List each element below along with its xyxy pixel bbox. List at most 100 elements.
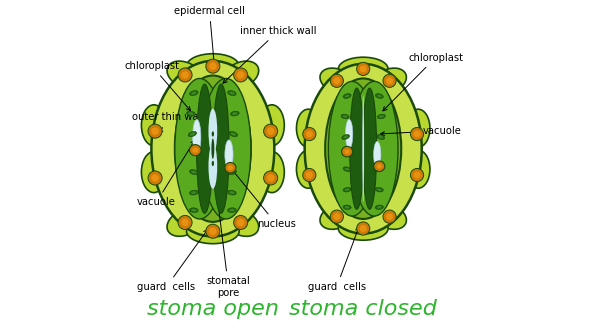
- Ellipse shape: [259, 105, 284, 146]
- Text: nucleus: nucleus: [232, 170, 296, 229]
- Ellipse shape: [233, 215, 248, 229]
- Ellipse shape: [377, 206, 382, 208]
- Ellipse shape: [346, 120, 353, 149]
- Ellipse shape: [190, 91, 198, 96]
- Ellipse shape: [191, 92, 196, 95]
- Ellipse shape: [303, 128, 316, 141]
- Ellipse shape: [191, 209, 196, 211]
- Ellipse shape: [148, 124, 162, 138]
- Ellipse shape: [373, 68, 406, 94]
- Ellipse shape: [373, 204, 406, 229]
- Ellipse shape: [338, 57, 388, 80]
- Ellipse shape: [407, 109, 430, 147]
- Text: stoma closed: stoma closed: [289, 299, 437, 319]
- Ellipse shape: [197, 84, 213, 213]
- Ellipse shape: [303, 168, 316, 182]
- Ellipse shape: [345, 95, 349, 97]
- Ellipse shape: [175, 78, 224, 219]
- Ellipse shape: [334, 213, 340, 220]
- Ellipse shape: [181, 71, 189, 79]
- Ellipse shape: [190, 208, 198, 212]
- Ellipse shape: [267, 174, 274, 182]
- Ellipse shape: [320, 68, 354, 94]
- Ellipse shape: [410, 168, 424, 182]
- Ellipse shape: [410, 128, 424, 141]
- Ellipse shape: [167, 209, 203, 236]
- Ellipse shape: [330, 74, 343, 88]
- Ellipse shape: [342, 135, 350, 140]
- Text: epidermal cell: epidermal cell: [174, 6, 245, 64]
- Ellipse shape: [362, 88, 377, 209]
- Ellipse shape: [178, 68, 192, 82]
- Ellipse shape: [343, 205, 351, 209]
- Ellipse shape: [259, 152, 284, 193]
- Ellipse shape: [374, 141, 381, 168]
- Ellipse shape: [341, 146, 353, 157]
- Ellipse shape: [334, 77, 340, 84]
- Ellipse shape: [296, 150, 320, 188]
- Ellipse shape: [213, 84, 229, 213]
- Ellipse shape: [208, 144, 217, 189]
- Ellipse shape: [375, 167, 383, 172]
- Ellipse shape: [190, 190, 198, 195]
- Ellipse shape: [375, 94, 383, 99]
- Ellipse shape: [208, 109, 217, 154]
- Ellipse shape: [377, 95, 382, 97]
- Ellipse shape: [306, 131, 313, 138]
- Ellipse shape: [142, 152, 166, 193]
- Ellipse shape: [306, 172, 313, 179]
- Ellipse shape: [225, 162, 236, 173]
- Text: vacuole: vacuole: [137, 140, 195, 207]
- Ellipse shape: [413, 131, 421, 138]
- Ellipse shape: [345, 168, 349, 170]
- Ellipse shape: [386, 213, 393, 220]
- Ellipse shape: [206, 224, 220, 238]
- Ellipse shape: [178, 215, 192, 229]
- Ellipse shape: [175, 75, 251, 222]
- Ellipse shape: [359, 225, 367, 232]
- Ellipse shape: [386, 77, 393, 84]
- Ellipse shape: [237, 219, 244, 226]
- Text: stomatal
pore: stomatal pore: [206, 179, 250, 298]
- Ellipse shape: [325, 78, 401, 219]
- Ellipse shape: [190, 133, 195, 136]
- Ellipse shape: [151, 174, 159, 182]
- Ellipse shape: [379, 136, 383, 138]
- Ellipse shape: [328, 81, 376, 216]
- Ellipse shape: [227, 208, 236, 212]
- Ellipse shape: [338, 217, 388, 240]
- Ellipse shape: [151, 61, 274, 236]
- Ellipse shape: [223, 61, 259, 89]
- Ellipse shape: [191, 191, 196, 194]
- Ellipse shape: [343, 167, 351, 172]
- Ellipse shape: [190, 170, 198, 175]
- Ellipse shape: [211, 139, 214, 159]
- Ellipse shape: [228, 165, 233, 170]
- Ellipse shape: [190, 145, 201, 156]
- Ellipse shape: [229, 92, 235, 95]
- Text: stoma open: stoma open: [147, 299, 279, 319]
- Ellipse shape: [377, 135, 385, 140]
- Ellipse shape: [193, 120, 201, 155]
- Ellipse shape: [374, 161, 385, 172]
- Ellipse shape: [188, 131, 197, 137]
- Ellipse shape: [379, 115, 383, 118]
- Ellipse shape: [151, 127, 159, 135]
- Ellipse shape: [187, 111, 195, 116]
- Ellipse shape: [225, 140, 233, 169]
- Ellipse shape: [267, 127, 274, 135]
- Ellipse shape: [231, 133, 236, 136]
- Ellipse shape: [232, 112, 238, 115]
- Ellipse shape: [201, 78, 251, 219]
- Ellipse shape: [193, 148, 198, 153]
- Ellipse shape: [188, 112, 194, 115]
- Ellipse shape: [229, 209, 235, 211]
- Ellipse shape: [345, 206, 349, 208]
- Ellipse shape: [350, 88, 364, 209]
- Ellipse shape: [377, 114, 385, 119]
- Ellipse shape: [212, 131, 214, 137]
- Ellipse shape: [296, 109, 320, 147]
- Ellipse shape: [209, 227, 217, 235]
- Ellipse shape: [407, 150, 430, 188]
- Ellipse shape: [305, 64, 422, 233]
